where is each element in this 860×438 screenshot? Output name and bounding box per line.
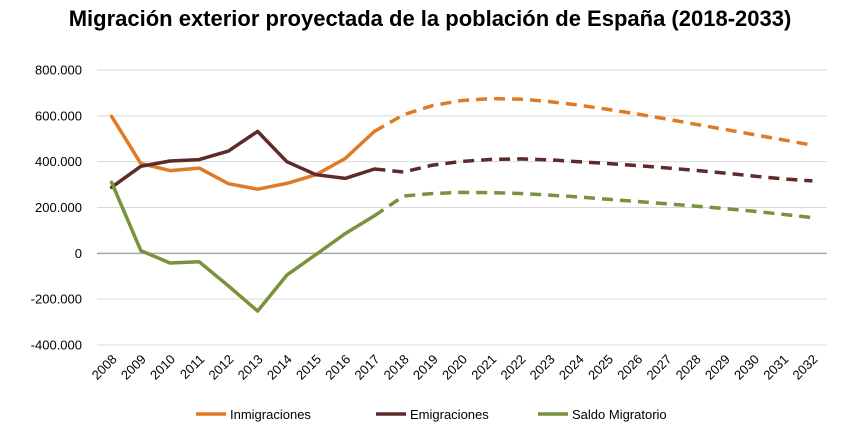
series-line-projected [374, 157, 813, 183]
x-tick-label: 2020 [439, 352, 470, 383]
legend: Inmigraciones Emigraciones Saldo Migratori… [196, 407, 667, 422]
x-tick-label: 2010 [147, 352, 178, 383]
series-emigraciones [109, 129, 813, 190]
x-tick-label: 2012 [205, 352, 236, 383]
y-tick-label: -200.000 [31, 292, 82, 307]
legend-item: Emigraciones [376, 407, 489, 422]
x-tick-label: 2013 [235, 352, 266, 383]
legend-label: Emigraciones [410, 407, 489, 422]
chart-title: Migración exterior proyectada de la pobl… [68, 6, 792, 31]
legend-item: Inmigraciones [196, 407, 311, 422]
x-tick-label: 2011 [177, 352, 207, 382]
series-saldo-migratorio [109, 180, 813, 313]
y-tick-label: 600.000 [35, 108, 82, 123]
series-line-observed [109, 129, 377, 190]
gridlines [97, 69, 827, 346]
x-tick-label: 2031 [760, 352, 791, 383]
x-axis-ticks: 2008200920102011201220132014201520162017… [89, 352, 821, 383]
x-tick-label: 2019 [410, 352, 441, 383]
x-tick-label: 2024 [556, 352, 587, 383]
x-tick-label: 2032 [789, 352, 820, 383]
legend-item: Saldo Migratorio [538, 407, 667, 422]
x-tick-label: 2008 [89, 352, 120, 383]
x-tick-label: 2023 [527, 352, 558, 383]
y-tick-label: 800.000 [35, 63, 82, 78]
x-tick-label: 2016 [322, 352, 353, 383]
x-tick-label: 2015 [293, 352, 324, 383]
x-tick-label: 2022 [497, 352, 528, 383]
x-tick-label: 2026 [614, 352, 645, 383]
y-tick-label: 0 [75, 246, 82, 261]
y-tick-label: -400.000 [31, 338, 82, 353]
x-tick-label: 2025 [585, 352, 616, 383]
y-tick-label: 400.000 [35, 154, 82, 169]
series-line-projected [373, 96, 813, 147]
x-tick-label: 2021 [468, 352, 499, 383]
series-line-projected [373, 190, 813, 220]
series-inmigraciones [109, 96, 813, 191]
series-line-observed [109, 180, 377, 313]
x-tick-label: 2028 [673, 352, 704, 383]
x-tick-label: 2018 [381, 352, 412, 383]
series-line-observed [109, 114, 377, 191]
y-tick-label: 200.000 [35, 200, 82, 215]
x-tick-label: 2027 [643, 352, 674, 383]
x-tick-label: 2017 [351, 352, 382, 383]
legend-label: Saldo Migratorio [572, 407, 667, 422]
x-tick-label: 2014 [264, 352, 295, 383]
x-tick-label: 2009 [118, 352, 149, 383]
y-axis-ticks: -400.000 -200.000 0 200.000 400.000 600.000 80… [31, 63, 82, 353]
x-tick-label: 2029 [702, 352, 733, 383]
x-tick-label: 2030 [731, 352, 762, 383]
legend-label: Inmigraciones [230, 407, 311, 422]
